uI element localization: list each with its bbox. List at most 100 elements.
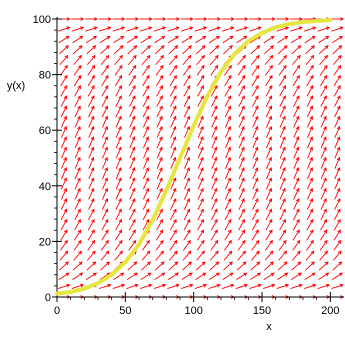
field-arrow-head xyxy=(173,74,177,79)
field-arrow-shaft xyxy=(74,178,81,190)
field-arrow-shaft xyxy=(221,26,234,32)
field-arrow xyxy=(85,17,99,21)
field-arrow xyxy=(238,156,245,169)
field-arrow-shaft xyxy=(305,240,314,251)
field-arrow-shaft xyxy=(224,209,231,221)
field-arrow-head xyxy=(65,272,70,277)
field-arrow-shaft xyxy=(197,95,204,107)
field-arrow xyxy=(182,64,191,76)
field-arrow-shaft xyxy=(156,85,163,97)
field-arrow xyxy=(225,136,231,149)
field-arrow-shaft xyxy=(156,147,163,159)
field-arrow-shaft xyxy=(333,240,342,251)
field-arrow xyxy=(156,146,163,159)
field-arrow-head xyxy=(323,167,327,172)
field-arrow-head xyxy=(134,283,139,288)
field-arrow-shaft xyxy=(196,240,205,251)
field-arrow-head xyxy=(241,105,245,110)
field-arrow-shaft xyxy=(113,45,124,55)
field-arrow-shaft xyxy=(169,219,177,231)
field-arrow-shaft xyxy=(194,26,207,32)
field-arrow-head xyxy=(295,177,300,182)
field-arrow-head xyxy=(134,26,139,31)
field-arrow xyxy=(156,187,163,200)
field-arrow-head xyxy=(63,218,68,223)
field-arrow-shaft xyxy=(183,219,191,231)
field-arrow-shaft xyxy=(238,157,245,169)
field-arrow-shaft xyxy=(319,65,328,76)
field-arrow-shaft xyxy=(60,229,68,241)
field-arrow-shaft xyxy=(320,85,327,97)
field-arrow-head xyxy=(336,105,341,110)
y-tick-label: 40 xyxy=(39,181,51,193)
field-arrow-shaft xyxy=(197,178,204,190)
field-arrow-shaft xyxy=(74,106,81,118)
field-arrow-shaft xyxy=(140,272,152,281)
field-arrow xyxy=(291,261,302,271)
field-arrow-head xyxy=(323,146,327,151)
field-arrow-head xyxy=(135,17,140,21)
field-arrow xyxy=(182,261,192,271)
field-arrow-shaft xyxy=(170,157,176,169)
field-arrow-head xyxy=(120,26,126,31)
field-arrow-shaft xyxy=(142,106,149,118)
field-arrow xyxy=(197,167,204,180)
field-arrow-head xyxy=(295,167,300,172)
field-arrow xyxy=(252,167,259,180)
field-arrow xyxy=(224,187,232,200)
field-arrow-head xyxy=(118,208,122,213)
field-arrow xyxy=(320,187,327,200)
field-arrow xyxy=(317,26,331,32)
field-arrow-shaft xyxy=(115,126,122,138)
field-arrow xyxy=(169,239,178,251)
field-arrow xyxy=(249,283,262,290)
field-arrow-head xyxy=(270,45,274,49)
field-arrow xyxy=(334,198,341,210)
field-arrow-shaft xyxy=(100,240,109,251)
field-arrow-head xyxy=(213,177,218,182)
field-arrow-shaft xyxy=(195,261,206,271)
field-arrow xyxy=(263,272,275,281)
field-arrow-shaft xyxy=(156,178,163,190)
field-arrow-head xyxy=(91,250,96,255)
field-arrow-shaft xyxy=(211,188,218,200)
field-arrow xyxy=(60,74,68,87)
field-arrow-shaft xyxy=(235,26,248,32)
field-arrow-head xyxy=(118,95,122,100)
field-arrow xyxy=(114,229,123,241)
field-arrow xyxy=(293,167,300,180)
field-arrow xyxy=(197,146,204,159)
field-arrow-shaft xyxy=(279,95,286,107)
field-arrow-head xyxy=(64,239,68,244)
field-arrow xyxy=(74,156,81,169)
field-arrow-head xyxy=(241,156,245,161)
field-arrow-head xyxy=(256,261,261,266)
field-arrow xyxy=(60,218,68,231)
field-arrow-head xyxy=(186,74,191,79)
field-arrow-shaft xyxy=(74,167,81,180)
field-arrow xyxy=(115,167,122,180)
field-arrow xyxy=(320,218,327,231)
field-arrow-head xyxy=(90,187,95,192)
field-arrow xyxy=(101,125,108,138)
field-arrow-shaft xyxy=(100,261,110,271)
x-tick-label: 150 xyxy=(253,305,271,317)
field-arrow xyxy=(170,125,177,138)
field-arrow xyxy=(129,125,136,138)
field-arrow-shaft xyxy=(223,240,232,251)
field-arrow xyxy=(87,85,95,97)
field-arrow xyxy=(292,218,300,231)
field-arrow-head xyxy=(336,177,341,182)
field-arrow-shaft xyxy=(139,284,152,290)
field-arrow xyxy=(73,250,82,261)
field-arrow xyxy=(292,64,301,76)
field-arrow-shaft xyxy=(101,95,108,107)
field-arrow xyxy=(180,17,194,21)
field-arrow xyxy=(208,26,221,32)
field-arrow xyxy=(87,229,95,241)
field-arrow-head xyxy=(269,64,273,69)
field-arrow xyxy=(319,229,328,241)
field-arrow-head xyxy=(298,283,303,288)
field-arrow-head xyxy=(173,95,177,100)
field-arrow-shaft xyxy=(306,198,313,210)
